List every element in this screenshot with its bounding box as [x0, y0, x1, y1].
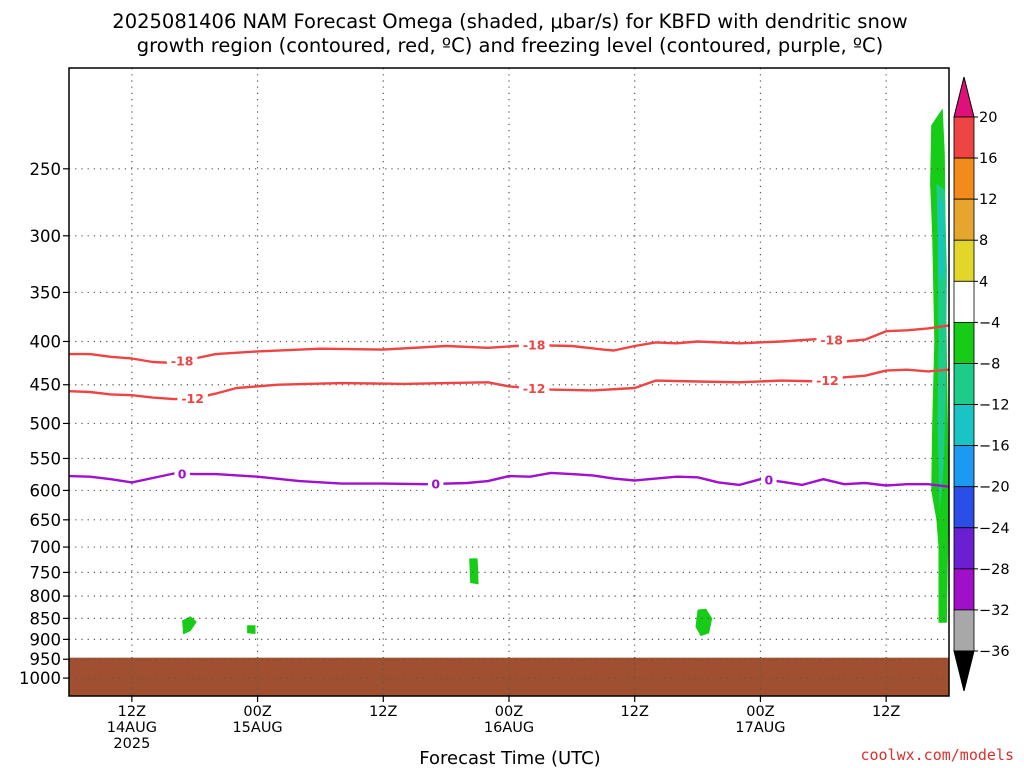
x-tick-label: 17AUG — [735, 720, 785, 736]
x-tick-label: 12Z — [621, 704, 649, 720]
y-tick-label: 400 — [30, 332, 62, 351]
colorbar-bin — [953, 404, 975, 447]
contour-label: -18 — [523, 338, 546, 353]
plot-area: -18 -18 -18 -12 -12 -12 0 0 0 — [69, 68, 949, 696]
y-tick-label: 350 — [30, 283, 62, 302]
y-tick-label: 700 — [30, 538, 62, 557]
omega-shading-region — [182, 616, 197, 635]
colorbar-label: 16 — [979, 151, 997, 167]
y-tick-label: 950 — [30, 650, 62, 669]
colorbar-label: −16 — [979, 439, 1010, 455]
y-tick-label: 900 — [30, 630, 62, 649]
x-tick-label: 00Z — [746, 704, 774, 720]
colorbar-label: 8 — [979, 233, 988, 249]
y-tick-label: 850 — [30, 609, 62, 628]
x-tick-label: 12Z — [872, 704, 900, 720]
contour-label: -12 — [523, 381, 546, 396]
x-tick-label: 00Z — [243, 704, 271, 720]
omega-shading-region — [469, 558, 479, 585]
colorbar-label: 20 — [979, 110, 997, 126]
contour-label: -12 — [181, 391, 204, 406]
colorbar-bin — [953, 609, 975, 652]
colorbar-label: −12 — [979, 398, 1010, 414]
contour-label-background — [518, 338, 550, 353]
colorbar-label: −4 — [979, 315, 1000, 331]
colorbar-bin — [953, 445, 975, 488]
y-tick-label: 550 — [30, 449, 62, 468]
colorbar-bin — [953, 239, 975, 282]
omega-shading-region — [936, 183, 947, 515]
colorbar-label: −8 — [979, 356, 1000, 372]
contour-label-background — [518, 381, 550, 396]
colorbar-bin — [953, 116, 975, 159]
colorbar-label: −28 — [979, 562, 1010, 578]
contour-label-background — [166, 354, 198, 369]
colorbar-bin — [953, 157, 975, 200]
contour-label-background — [174, 466, 190, 481]
y-tick-label: 750 — [30, 563, 62, 582]
contour-label: 0 — [431, 476, 440, 491]
y-tick-label: 500 — [30, 414, 62, 433]
credit-text: coolwx.com/models — [860, 746, 1014, 764]
contour-label-background — [812, 373, 843, 388]
colorbar-bin — [953, 280, 975, 323]
colorbar-label: −32 — [979, 603, 1010, 619]
y-tick-label: 250 — [30, 160, 62, 179]
colorbar-label: 4 — [979, 274, 988, 290]
contour-line--12 — [69, 368, 949, 401]
colorbar-top-triangle — [953, 76, 975, 118]
x-tick-label: 2025 — [113, 736, 150, 752]
contour-label: 0 — [178, 466, 187, 481]
y-tick-label: 450 — [30, 376, 62, 395]
colorbar-label: −24 — [979, 521, 1010, 537]
contour-label: -12 — [816, 373, 839, 388]
contour-layer: -18 -18 -18 -12 -12 -12 0 0 0 — [69, 324, 949, 491]
omega-shading-layer — [182, 108, 949, 637]
y-tick-label: 650 — [30, 511, 62, 530]
colorbar-bin — [953, 568, 975, 611]
y-tick-label: 600 — [30, 481, 62, 500]
x-tick-label: 12Z — [118, 704, 146, 720]
contour-line-0 — [69, 471, 949, 488]
contour-label-background — [761, 473, 777, 488]
x-tick-label: 00Z — [495, 704, 523, 720]
colorbar-bottom-triangle — [953, 650, 975, 692]
x-tick-label: 12Z — [369, 704, 397, 720]
contour-label: -18 — [171, 354, 194, 369]
y-tick-label: 800 — [30, 587, 62, 606]
colorbar-label: 12 — [979, 192, 997, 208]
x-tick-label: 14AUG — [107, 720, 157, 736]
contour-label: 0 — [764, 473, 773, 488]
y-tick-label: 300 — [30, 227, 62, 246]
colorbar-label: −20 — [979, 480, 1010, 496]
omega-shading-region — [695, 608, 713, 637]
contour-label-background — [177, 391, 208, 406]
omega-shading-region — [938, 197, 944, 282]
chart-title-line-1: 2025081406 NAM Forecast Omega (shaded, μ… — [112, 10, 907, 33]
x-tick-label: 16AUG — [484, 720, 534, 736]
y-tick-label: 1000 — [19, 669, 61, 688]
colorbar-bin — [953, 486, 975, 529]
omega-shading-region — [247, 625, 256, 634]
colorbar-label: −36 — [979, 644, 1010, 660]
colorbar: 20 16 12 8 4 −4 −8 −12 −16 −20 −24 −28 −32 −36 — [953, 76, 1010, 692]
y-axis: 250 300 350 400 450 500 550 600 650 700 750 800 850 9… — [19, 160, 69, 688]
chart-title-line-2: growth region (contoured, red, ºC) and f… — [137, 34, 884, 57]
contour-label-background — [427, 476, 444, 491]
colorbar-bin — [953, 321, 975, 364]
colorbar-bin — [953, 363, 975, 405]
colorbar-bin — [953, 198, 975, 241]
colorbar-bin — [953, 527, 975, 570]
x-tick-label: 15AUG — [232, 720, 282, 736]
contour-label-background — [816, 332, 847, 347]
x-axis-label: Forecast Time (UTC) — [419, 748, 600, 768]
contour-label: -18 — [820, 332, 843, 347]
